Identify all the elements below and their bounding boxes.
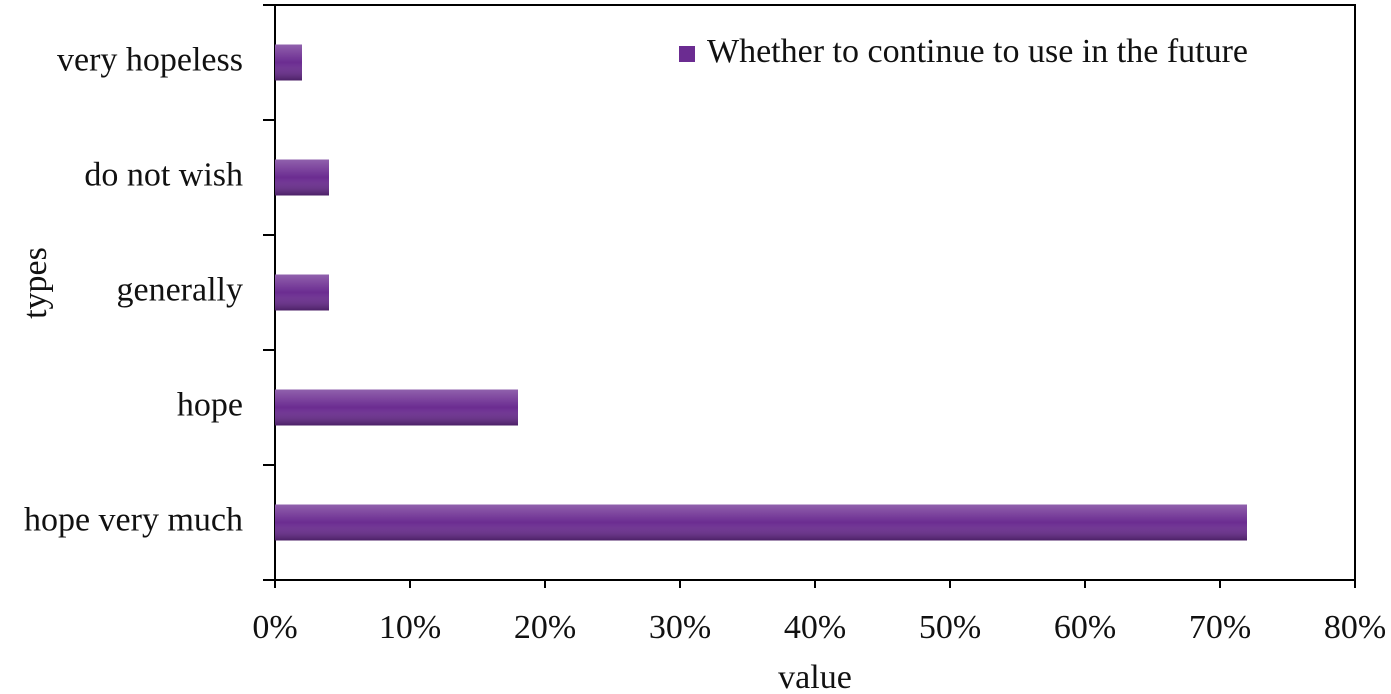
x-tick-label: 80% — [1324, 609, 1386, 646]
y-tick-label: hope very much — [24, 501, 243, 538]
x-tick-label: 20% — [514, 609, 576, 646]
y-tick-label: generally — [117, 271, 244, 308]
bar-shade — [275, 274, 329, 311]
y-tick-label: hope — [177, 386, 243, 423]
x-tick-label: 60% — [1054, 609, 1116, 646]
bar-shade — [275, 44, 302, 81]
y-axis-label: types — [17, 247, 54, 319]
x-tick-label: 0% — [252, 609, 297, 646]
x-tick-label: 40% — [784, 609, 846, 646]
bar-shade — [275, 389, 518, 426]
bar-shade — [275, 504, 1247, 541]
x-axis-label: value — [778, 659, 852, 694]
y-tick-label: very hopeless — [57, 41, 243, 78]
bar-shade — [275, 159, 329, 196]
x-tick-label: 30% — [649, 609, 711, 646]
plot-frame — [274, 4, 1356, 581]
legend-label: Whether to continue to use in the future — [707, 33, 1248, 70]
legend-swatch — [679, 46, 695, 62]
y-tick-label: do not wish — [84, 156, 243, 193]
x-tick-label: 50% — [919, 609, 981, 646]
x-tick-label: 70% — [1189, 609, 1251, 646]
x-tick-label: 10% — [379, 609, 441, 646]
